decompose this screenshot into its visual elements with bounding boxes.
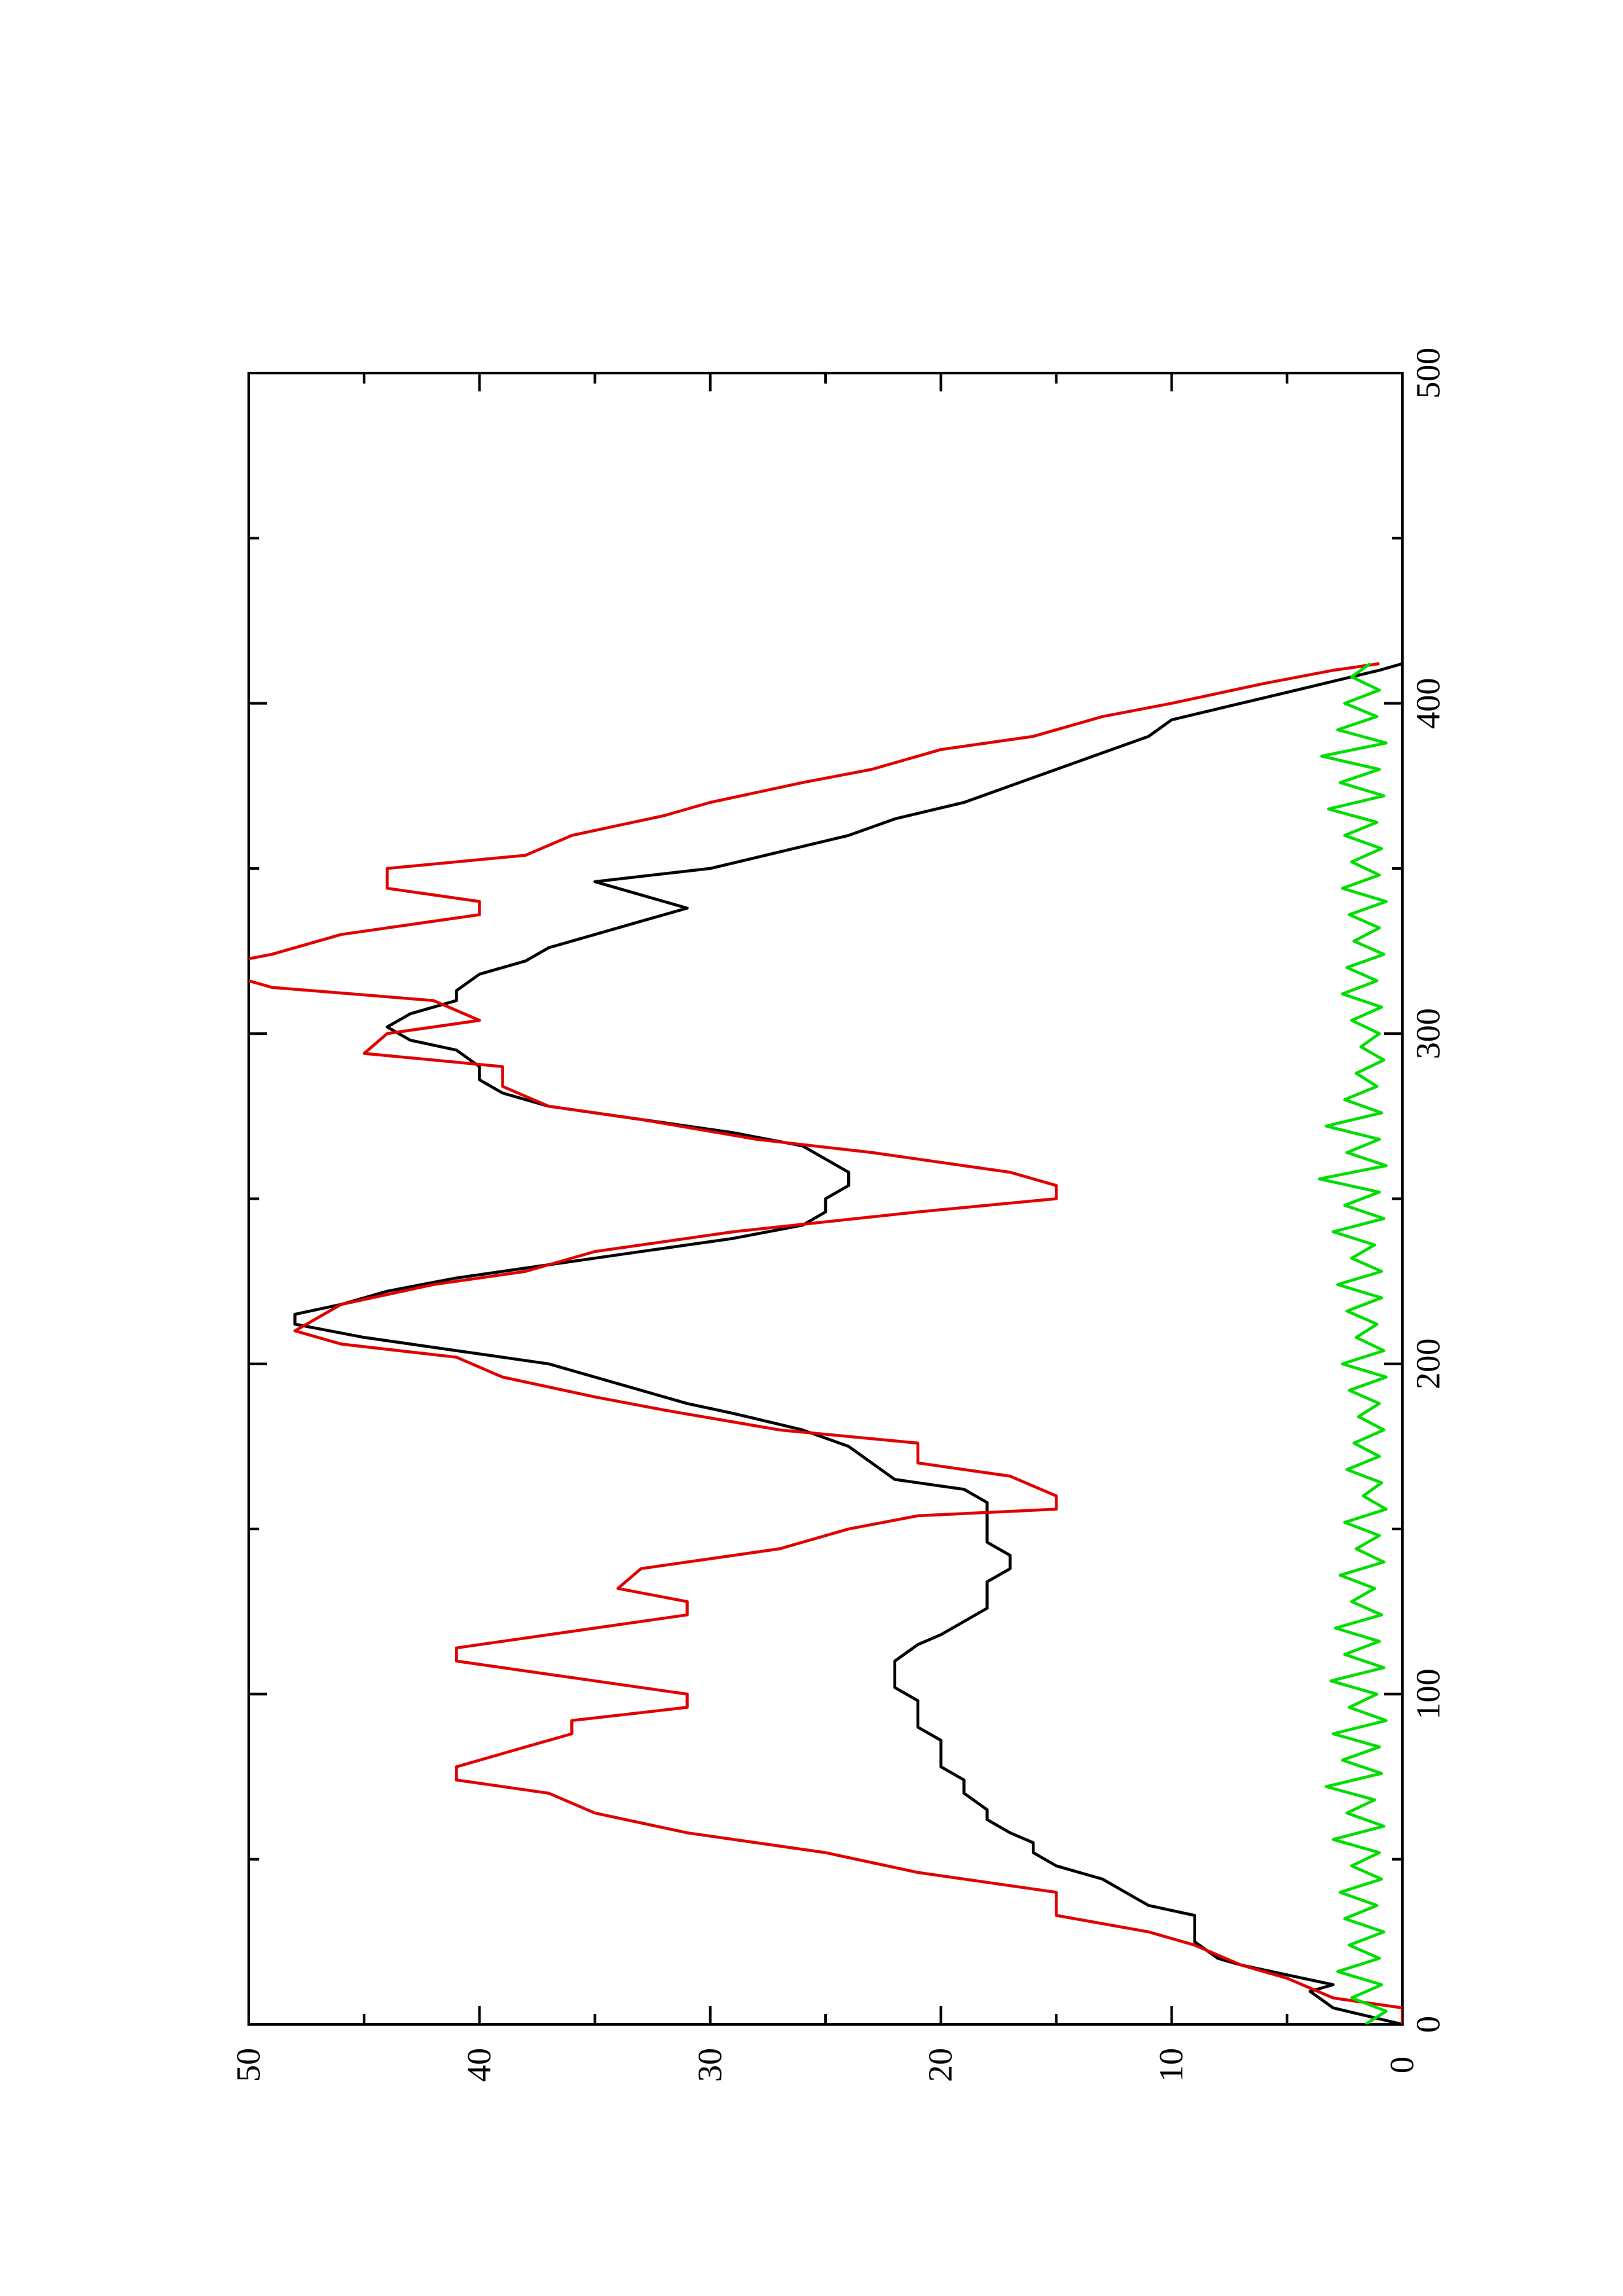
series-layer xyxy=(249,662,1402,2024)
y-tick-label: 40 xyxy=(461,2048,498,2082)
tick-marks xyxy=(247,372,1404,2026)
tick-labels: 0 100 200 300 400 500 0 10 20 30 40 50 xyxy=(230,348,1448,2082)
x-tick-label: 400 xyxy=(1410,678,1448,729)
series-green-line xyxy=(1317,662,1388,2024)
y-tick-label: 30 xyxy=(691,2048,729,2082)
series-red-line xyxy=(249,662,1402,2024)
x-tick-label: 500 xyxy=(1410,348,1448,399)
x-tick-label: 200 xyxy=(1410,1338,1448,1390)
y-tick-label: 20 xyxy=(922,2048,960,2082)
x-tick-label: 0 xyxy=(1410,2016,1448,2033)
y-tick-label: 50 xyxy=(230,2048,268,2082)
y-tick-label: 0 xyxy=(1384,2056,1421,2073)
y-tick-label: 10 xyxy=(1153,2048,1190,2082)
series-black-line xyxy=(293,662,1402,2024)
x-tick-label: 100 xyxy=(1410,1668,1448,1719)
x-tick-label: 300 xyxy=(1410,1008,1448,1059)
